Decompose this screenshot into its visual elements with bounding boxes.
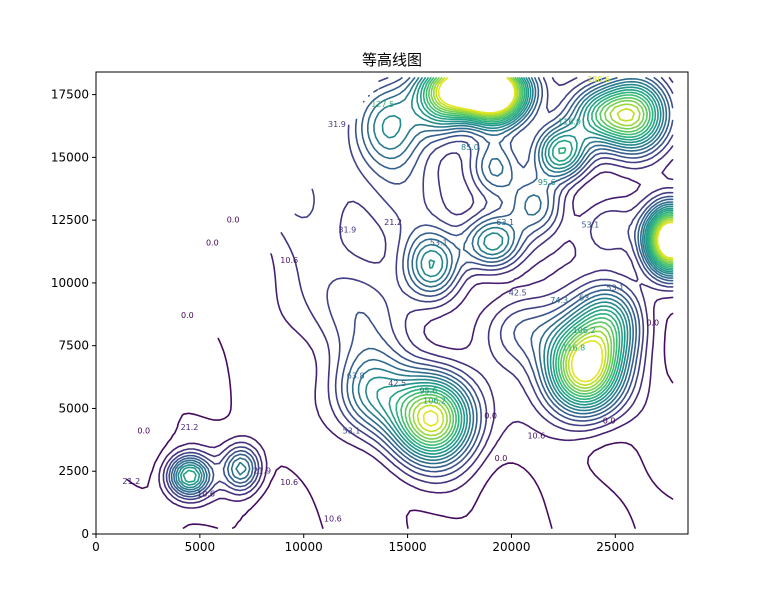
contour-labels: 0.0 21.2 21.2 10.6 21.9 10.6 10.6 0.0 0.0 0.0 10.6… bbox=[122, 75, 659, 523]
contour-label: 21.2 bbox=[384, 218, 402, 227]
contour-level-line bbox=[165, 77, 674, 501]
contour-label: 0.0 bbox=[206, 238, 219, 247]
contour-level-line bbox=[422, 77, 674, 427]
contour-level-line bbox=[126, 312, 674, 529]
y-tick-label: 5000 bbox=[58, 401, 89, 415]
contour-level-line bbox=[158, 159, 674, 509]
contour-label: 42.5 bbox=[509, 288, 527, 297]
contour-level-line bbox=[408, 77, 674, 440]
contour-label: 63 bbox=[579, 293, 589, 302]
contour-label: 31.9 bbox=[338, 226, 356, 235]
contour-level-line bbox=[177, 77, 674, 489]
x-tick-label: 15000 bbox=[388, 540, 426, 554]
contour-label: 0.0 bbox=[495, 454, 508, 463]
contour-label: 116.8 bbox=[562, 344, 585, 353]
y-tick-label: 17500 bbox=[51, 88, 89, 102]
contour-label: 95.6 bbox=[538, 178, 556, 187]
contour-level-line bbox=[170, 77, 674, 496]
contour-level-line bbox=[404, 77, 674, 443]
x-tick-label: 0 bbox=[92, 540, 100, 554]
contour-level-line bbox=[395, 77, 674, 449]
y-tick-label: 12500 bbox=[51, 213, 89, 227]
contour-label: 0.0 bbox=[181, 311, 194, 320]
contour-label: 0.0 bbox=[646, 319, 659, 328]
contour-level-line bbox=[412, 77, 674, 437]
contour-lines bbox=[126, 77, 674, 529]
contour-label: 0.0 bbox=[603, 417, 616, 426]
y-tick-label: 2500 bbox=[58, 464, 89, 478]
contour-label: 74.3 bbox=[550, 296, 568, 305]
contour-label: 10.6 bbox=[527, 432, 545, 441]
y-tick-label: 7500 bbox=[58, 339, 89, 353]
contour-label: 10.6 bbox=[197, 489, 215, 498]
contour-level-line bbox=[168, 77, 674, 498]
contour-label: 53.1 bbox=[343, 427, 361, 436]
y-axis-ticks: 0 2500 5000 7500 10000 12500 15000 17500 bbox=[51, 88, 96, 541]
contour-level-line bbox=[180, 77, 674, 486]
contour-level-line bbox=[182, 77, 674, 483]
chart-title: 等高线图 bbox=[362, 51, 422, 69]
contour-level-line bbox=[175, 77, 674, 491]
x-axis-ticks: 0 5000 10000 15000 20000 25000 bbox=[92, 534, 634, 554]
x-tick-label: 5000 bbox=[185, 540, 216, 554]
contour-level-line bbox=[400, 77, 674, 446]
y-tick-label: 0 bbox=[81, 527, 89, 541]
contour-label: 0.0 bbox=[227, 216, 240, 225]
contour-label: 10.6 bbox=[324, 514, 342, 523]
x-tick-label: 20000 bbox=[492, 540, 530, 554]
contour-label: 53.1 bbox=[430, 238, 448, 247]
contour-label: 106.2 bbox=[423, 396, 446, 405]
contour-label: 31.9 bbox=[328, 120, 346, 129]
x-tick-label: 25000 bbox=[596, 540, 634, 554]
contour-label: 63.1 bbox=[496, 218, 514, 227]
y-tick-label: 10000 bbox=[51, 276, 89, 290]
contour-label: 42.5 bbox=[388, 379, 406, 388]
contour-level-line bbox=[162, 77, 674, 504]
x-tick-label: 10000 bbox=[285, 540, 323, 554]
y-tick-label: 15000 bbox=[51, 150, 89, 164]
contour-label: 53.1 bbox=[606, 283, 624, 292]
contour-label: 106.2 bbox=[573, 326, 596, 335]
contour-label: 10.6 bbox=[280, 256, 298, 265]
contour-label: 21.2 bbox=[122, 477, 140, 486]
contour-label: 95.6 bbox=[419, 386, 437, 395]
contour-label: 85.0 bbox=[461, 143, 479, 152]
contour-label: 116.9 bbox=[558, 118, 581, 127]
contour-label: 21.9 bbox=[253, 467, 271, 476]
contour-label: 21.2 bbox=[181, 423, 199, 432]
contour-level-line bbox=[173, 77, 674, 493]
contour-label: 127.5 bbox=[371, 100, 394, 109]
contour-label: 0.0 bbox=[484, 412, 497, 421]
contour-level-line bbox=[416, 77, 674, 433]
contour-label: 53.1 bbox=[581, 221, 599, 230]
contour-label: 63.8 bbox=[347, 371, 365, 380]
contour-label: 10.6 bbox=[280, 478, 298, 487]
plot-frame bbox=[95, 71, 689, 535]
contour-label: 0.0 bbox=[137, 427, 150, 436]
contour-label: 180.6 bbox=[587, 75, 610, 84]
